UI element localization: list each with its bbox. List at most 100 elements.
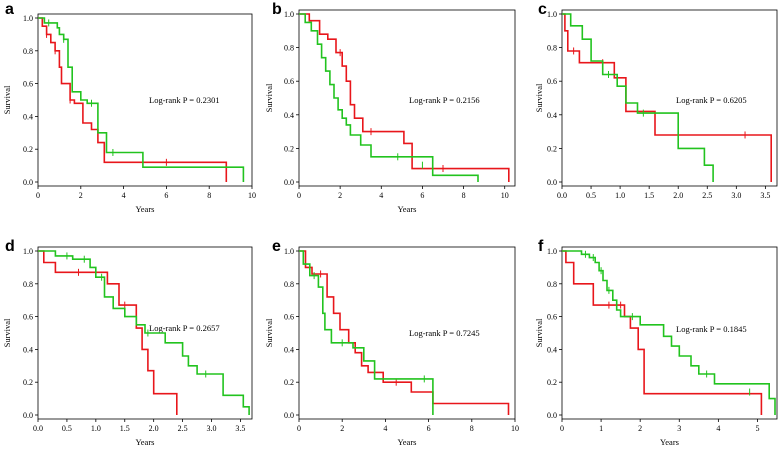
x-tick-label: 4 [716, 424, 720, 433]
x-tick-label: 3 [677, 424, 681, 433]
panel-letter: e [272, 238, 281, 255]
x-tick-label: 0 [297, 424, 301, 433]
x-tick-label: 2.5 [178, 424, 188, 433]
km-panel-c: c 0.0 0.2 0.4 0.6 0.8 1.0 0.0 0.5 1.0 1.5 2.0 2.5 3.0… [534, 1, 778, 200]
plot-frame [561, 9, 778, 187]
x-tick-label: 0.5 [586, 191, 596, 200]
y-tick-label: 0.6 [23, 80, 33, 89]
x-tick-label: 0 [560, 424, 564, 433]
y-tick-label: 0.8 [23, 47, 33, 56]
y-tick-label: 1.0 [23, 247, 33, 256]
y-tick-label: 0.4 [547, 111, 557, 120]
x-tick-label: 10 [501, 191, 509, 200]
y-tick-label: 1.0 [284, 10, 294, 19]
x-tick-label: 1.0 [615, 191, 625, 200]
x-axis-title: Years [660, 437, 679, 447]
y-tick-label: 0.2 [284, 144, 294, 153]
y-tick-label: 0.0 [284, 411, 294, 420]
y-tick-label: 0.0 [23, 411, 33, 420]
panel-letter: f [538, 238, 544, 255]
y-tick-label: 0.2 [547, 144, 557, 153]
x-tick-label: 0 [36, 191, 40, 200]
y-tick-label: 0.4 [547, 345, 557, 354]
log-rank-annotation: Log-rank P = 0.2156 [409, 95, 480, 105]
x-tick-label: 6 [164, 191, 168, 200]
x-axis-title: Years [136, 437, 155, 447]
y-tick-label: 1.0 [284, 247, 294, 256]
x-tick-label: 5 [755, 424, 759, 433]
x-tick-label: 10 [511, 424, 519, 433]
survival-curve-red [562, 13, 772, 182]
y-tick-label: 0.2 [23, 378, 33, 387]
plot-frame [37, 13, 253, 187]
panel-letter: c [538, 1, 547, 18]
y-tick-label: 0.0 [23, 178, 33, 187]
log-rank-annotation: Log-rank P = 0.6205 [676, 95, 747, 105]
y-tick-label: 1.0 [547, 10, 557, 19]
survival-curve-green [299, 13, 479, 182]
km-panel-e: e 0.0 0.2 0.4 0.6 0.8 1.0 0 2 4 6 8 10 Survival Years L… [264, 238, 519, 447]
x-tick-label: 8 [470, 424, 474, 433]
plot-frame [298, 9, 516, 187]
x-tick-label: 2 [340, 424, 344, 433]
plot-frame [37, 246, 253, 420]
y-tick-label: 0.4 [284, 345, 294, 354]
x-tick-label: 0.5 [62, 424, 72, 433]
x-tick-label: 10 [248, 191, 256, 200]
km-panel-a: a 0.0 0.2 0.4 0.6 0.8 1.0 0 2 4 6 8 10 Survival Years L… [2, 1, 256, 214]
x-tick-label: 2 [338, 191, 342, 200]
survival-curve-green [38, 17, 245, 182]
x-tick-label: 1.5 [644, 191, 654, 200]
survival-curve-green [38, 250, 250, 415]
y-axis-title: Survival [2, 85, 12, 114]
y-axis-title: Survival [2, 318, 12, 347]
x-tick-label: 4 [379, 191, 383, 200]
y-tick-label: 1.0 [23, 14, 33, 23]
survival-curve-red [38, 17, 228, 182]
x-tick-label: 4 [383, 424, 387, 433]
x-tick-label: 1.0 [91, 424, 101, 433]
log-rank-annotation: Log-rank P = 0.2301 [149, 95, 220, 105]
x-tick-label: 3.5 [235, 424, 245, 433]
y-tick-label: 0.0 [284, 178, 294, 187]
y-tick-label: 0.6 [547, 313, 557, 322]
y-tick-label: 0.2 [23, 145, 33, 154]
y-tick-label: 1.0 [547, 247, 557, 256]
x-axis-title: Years [398, 204, 417, 214]
y-tick-label: 0.0 [547, 178, 557, 187]
x-tick-label: 3.0 [731, 191, 741, 200]
y-tick-label: 0.8 [284, 44, 294, 53]
survival-curve-green [299, 250, 434, 415]
x-tick-label: 2.5 [702, 191, 712, 200]
plot-frame [561, 246, 778, 420]
y-tick-label: 0.8 [547, 280, 557, 289]
survival-curve-green [562, 250, 776, 415]
x-tick-label: 2 [79, 191, 83, 200]
x-tick-label: 4 [122, 191, 126, 200]
plot-frame [298, 246, 516, 420]
y-tick-label: 0.8 [284, 280, 294, 289]
survival-curve-red [299, 13, 510, 182]
x-tick-label: 1.5 [120, 424, 130, 433]
y-tick-label: 0.8 [23, 280, 33, 289]
y-tick-label: 0.6 [284, 313, 294, 322]
x-tick-label: 2.0 [673, 191, 683, 200]
survival-curve-red [299, 250, 510, 415]
y-tick-label: 0.6 [284, 77, 294, 86]
y-axis-title: Survival [264, 318, 274, 347]
x-axis-title: Years [136, 204, 155, 214]
y-tick-label: 0.6 [547, 77, 557, 86]
log-rank-annotation: Log-rank P = 0.1845 [676, 324, 747, 334]
panel-letter: b [272, 1, 282, 18]
km-panel-b: b 0.0 0.2 0.4 0.6 0.8 1.0 0 2 4 6 8 10 Survival Years L… [264, 1, 516, 214]
panel-letter: d [5, 238, 15, 255]
y-tick-label: 0.6 [23, 313, 33, 322]
x-tick-label: 0.0 [557, 191, 567, 200]
y-tick-label: 0.8 [547, 44, 557, 53]
y-axis-title: Survival [264, 83, 274, 112]
log-rank-annotation: Log-rank P = 0.2657 [149, 323, 220, 333]
survival-curve-green [562, 13, 714, 182]
y-tick-label: 0.4 [23, 112, 33, 121]
x-tick-label: 2 [638, 424, 642, 433]
